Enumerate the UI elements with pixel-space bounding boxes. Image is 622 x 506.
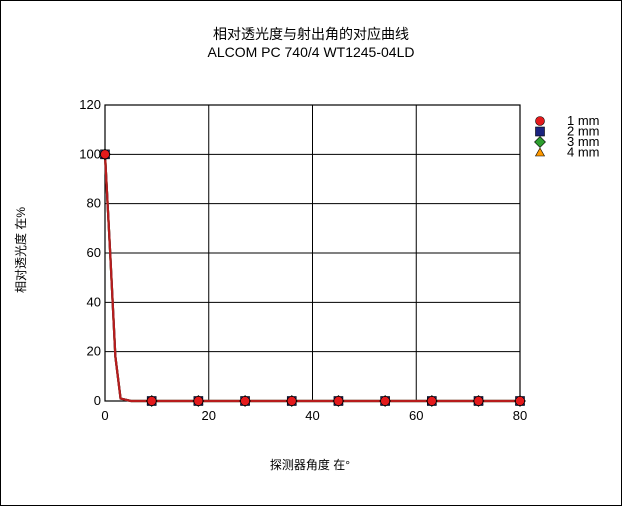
legend-marker: [535, 126, 545, 137]
data-point: [333, 396, 344, 406]
x-tick-label: 60: [409, 408, 423, 423]
data-point: [427, 396, 437, 406]
y-tick-label: 80: [87, 196, 101, 211]
data-point: [473, 396, 484, 406]
x-tick-label: 80: [513, 408, 527, 423]
x-tick-label: 40: [305, 408, 319, 423]
legend-marker: [534, 147, 546, 157]
data-point: [380, 396, 390, 406]
x-axis-label: 探测器角度 在°: [269, 458, 351, 472]
legend-marker: [535, 116, 545, 126]
y-tick-label: 60: [87, 245, 101, 260]
x-tick-label: 0: [101, 408, 108, 423]
x-tick-label: 20: [202, 408, 216, 423]
legend-label: 2 mm: [567, 124, 600, 139]
data-point: [240, 396, 250, 406]
y-tick-label: 100: [79, 146, 101, 161]
data-point: [515, 396, 525, 406]
chart-title: 相对透光度与射出角的对应曲线: [213, 26, 409, 42]
legend-marker: [534, 136, 546, 148]
data-point: [193, 396, 204, 406]
legend-label: 4 mm: [567, 145, 600, 160]
data-point: [146, 396, 157, 406]
y-tick-label: 0: [94, 393, 101, 408]
chart-subtitle: ALCOM PC 740/4 WT1245-04LD: [207, 44, 415, 60]
y-tick-label: 20: [87, 344, 101, 359]
y-axis-label: 相对透光度 在%: [14, 206, 28, 294]
data-point: [100, 149, 110, 160]
data-point: [286, 396, 297, 406]
y-tick-label: 120: [79, 97, 101, 112]
legend-label: 1 mm: [567, 113, 600, 128]
y-tick-label: 40: [87, 294, 101, 309]
legend-label: 3 mm: [567, 134, 600, 149]
